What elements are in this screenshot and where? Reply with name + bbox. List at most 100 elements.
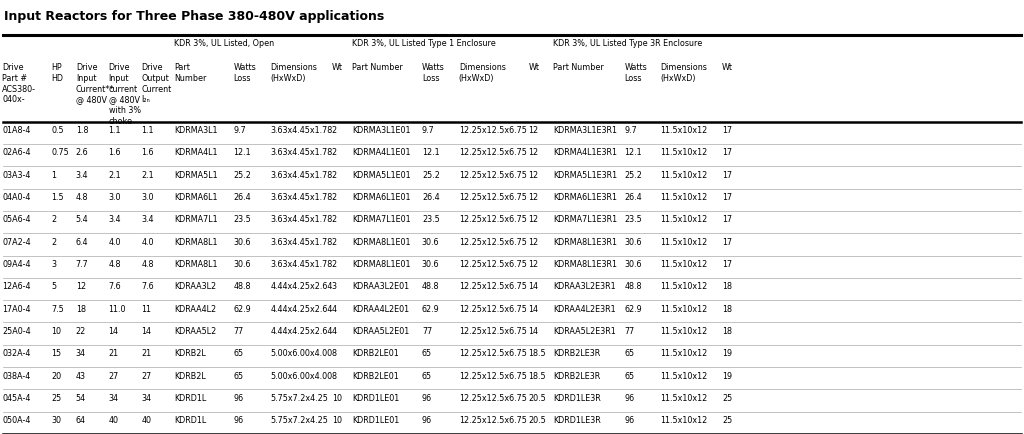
Text: 54: 54 xyxy=(76,393,86,402)
Text: 30.6: 30.6 xyxy=(233,260,251,268)
Text: 4.0: 4.0 xyxy=(109,237,121,246)
Text: 2: 2 xyxy=(332,126,337,135)
Text: 17: 17 xyxy=(722,215,732,224)
Text: 12: 12 xyxy=(528,148,539,157)
Text: 22: 22 xyxy=(76,326,86,335)
Text: 64: 64 xyxy=(76,415,86,424)
Text: 2: 2 xyxy=(51,237,56,246)
Text: 11.5x10x12: 11.5x10x12 xyxy=(660,371,708,380)
Text: 40: 40 xyxy=(141,415,152,424)
Text: 12.25x12.5x6.75: 12.25x12.5x6.75 xyxy=(459,148,526,157)
Text: Drive
Input
current
@ 480V
with 3%
choke: Drive Input current @ 480V with 3% choke xyxy=(109,63,140,125)
Text: 12.25x12.5x6.75: 12.25x12.5x6.75 xyxy=(459,126,526,135)
Text: 11.5x10x12: 11.5x10x12 xyxy=(660,282,708,291)
Text: 5: 5 xyxy=(51,282,56,291)
Text: 18: 18 xyxy=(722,326,732,335)
Text: 9.7: 9.7 xyxy=(625,126,637,135)
Text: KDRB2LE01: KDRB2LE01 xyxy=(352,371,399,380)
Text: 21: 21 xyxy=(141,349,152,358)
Text: 21: 21 xyxy=(109,349,119,358)
Text: 11: 11 xyxy=(141,304,152,313)
Text: KDRB2LE01: KDRB2LE01 xyxy=(352,349,399,358)
Text: 62.9: 62.9 xyxy=(233,304,251,313)
Text: Dimensions
(HxWxD): Dimensions (HxWxD) xyxy=(660,63,708,82)
Text: 30.6: 30.6 xyxy=(233,237,251,246)
Text: KDRMA4L1: KDRMA4L1 xyxy=(174,148,217,157)
Text: 12.25x12.5x6.75: 12.25x12.5x6.75 xyxy=(459,193,526,202)
Text: 5.00x6.00x4.00: 5.00x6.00x4.00 xyxy=(270,371,333,380)
Text: 6.4: 6.4 xyxy=(76,237,88,246)
Text: 12.25x12.5x6.75: 12.25x12.5x6.75 xyxy=(459,393,526,402)
Text: 25.2: 25.2 xyxy=(233,171,251,179)
Text: 17: 17 xyxy=(722,193,732,202)
Text: 2: 2 xyxy=(332,148,337,157)
Text: 43: 43 xyxy=(76,371,86,380)
Text: 30: 30 xyxy=(51,415,61,424)
Text: 12.25x12.5x6.75: 12.25x12.5x6.75 xyxy=(459,371,526,380)
Text: 34: 34 xyxy=(109,393,119,402)
Text: KDRMA3L1E3R1: KDRMA3L1E3R1 xyxy=(553,126,616,135)
Text: 20.5: 20.5 xyxy=(528,393,546,402)
Text: 1.5: 1.5 xyxy=(51,193,63,202)
Text: 1: 1 xyxy=(51,171,56,179)
Text: KDRMA8L1E3R1: KDRMA8L1E3R1 xyxy=(553,260,616,268)
Text: KDRMA5L1E01: KDRMA5L1E01 xyxy=(352,171,411,179)
Text: 1.6: 1.6 xyxy=(109,148,121,157)
Text: 25.2: 25.2 xyxy=(422,171,439,179)
Text: KDRAA3L2: KDRAA3L2 xyxy=(174,282,216,291)
Text: Part Number: Part Number xyxy=(553,63,604,72)
Text: 4.8: 4.8 xyxy=(141,260,154,268)
Text: Drive
Output
Current
I₂ₙ: Drive Output Current I₂ₙ xyxy=(141,63,172,104)
Text: 23.5: 23.5 xyxy=(233,215,251,224)
Text: 032A-4: 032A-4 xyxy=(2,349,31,358)
Text: 12A6-4: 12A6-4 xyxy=(2,282,31,291)
Text: 09A4-4: 09A4-4 xyxy=(2,260,31,268)
Text: 12: 12 xyxy=(76,282,86,291)
Text: KDR 3%, UL Listed, Open: KDR 3%, UL Listed, Open xyxy=(174,39,274,48)
Text: 3.63x4.45x1.78: 3.63x4.45x1.78 xyxy=(270,260,333,268)
Text: 8: 8 xyxy=(332,349,337,358)
Text: 1.1: 1.1 xyxy=(141,126,154,135)
Text: KDRAA3L2E3R1: KDRAA3L2E3R1 xyxy=(553,282,615,291)
Text: 11.5x10x12: 11.5x10x12 xyxy=(660,326,708,335)
Text: 18: 18 xyxy=(722,282,732,291)
Text: KDR 3%, UL Listed Type 3R Enclosure: KDR 3%, UL Listed Type 3R Enclosure xyxy=(553,39,702,48)
Text: 48.8: 48.8 xyxy=(625,282,642,291)
Text: 14: 14 xyxy=(528,326,539,335)
Text: 23.5: 23.5 xyxy=(422,215,439,224)
Text: 25.2: 25.2 xyxy=(625,171,642,179)
Text: 17: 17 xyxy=(722,171,732,179)
Text: Part Number: Part Number xyxy=(352,63,403,72)
Text: Drive
Part #
ACS380-
040x-: Drive Part # ACS380- 040x- xyxy=(2,63,36,104)
Text: 62.9: 62.9 xyxy=(422,304,439,313)
Text: 2: 2 xyxy=(332,171,337,179)
Text: 96: 96 xyxy=(625,415,635,424)
Text: 11.5x10x12: 11.5x10x12 xyxy=(660,215,708,224)
Text: 14: 14 xyxy=(109,326,119,335)
Text: 17: 17 xyxy=(722,148,732,157)
Text: 14: 14 xyxy=(528,304,539,313)
Text: 65: 65 xyxy=(233,371,244,380)
Text: KDRMA4L1E3R1: KDRMA4L1E3R1 xyxy=(553,148,616,157)
Text: Dimensions
(HxWxD): Dimensions (HxWxD) xyxy=(459,63,506,82)
Text: KDRMA8L1E01: KDRMA8L1E01 xyxy=(352,237,411,246)
Text: 17: 17 xyxy=(722,260,732,268)
Text: KDRMA8L1: KDRMA8L1 xyxy=(174,237,217,246)
Text: 77: 77 xyxy=(233,326,244,335)
Text: 2: 2 xyxy=(332,260,337,268)
Text: KDRD1L: KDRD1L xyxy=(174,393,206,402)
Text: KDRD1LE3R: KDRD1LE3R xyxy=(553,393,601,402)
Text: 01A8-4: 01A8-4 xyxy=(2,126,31,135)
Text: 3.0: 3.0 xyxy=(141,193,154,202)
Text: Watts
Loss: Watts Loss xyxy=(422,63,444,82)
Text: KDRAA5L2E01: KDRAA5L2E01 xyxy=(352,326,410,335)
Text: 96: 96 xyxy=(422,415,432,424)
Text: 3.63x4.45x1.78: 3.63x4.45x1.78 xyxy=(270,215,333,224)
Text: KDRAA5L2E3R1: KDRAA5L2E3R1 xyxy=(553,326,615,335)
Text: Part
Number: Part Number xyxy=(174,63,207,82)
Text: 2: 2 xyxy=(51,215,56,224)
Text: 12: 12 xyxy=(528,193,539,202)
Text: 18.5: 18.5 xyxy=(528,371,546,380)
Text: Wt: Wt xyxy=(332,63,343,72)
Text: 62.9: 62.9 xyxy=(625,304,642,313)
